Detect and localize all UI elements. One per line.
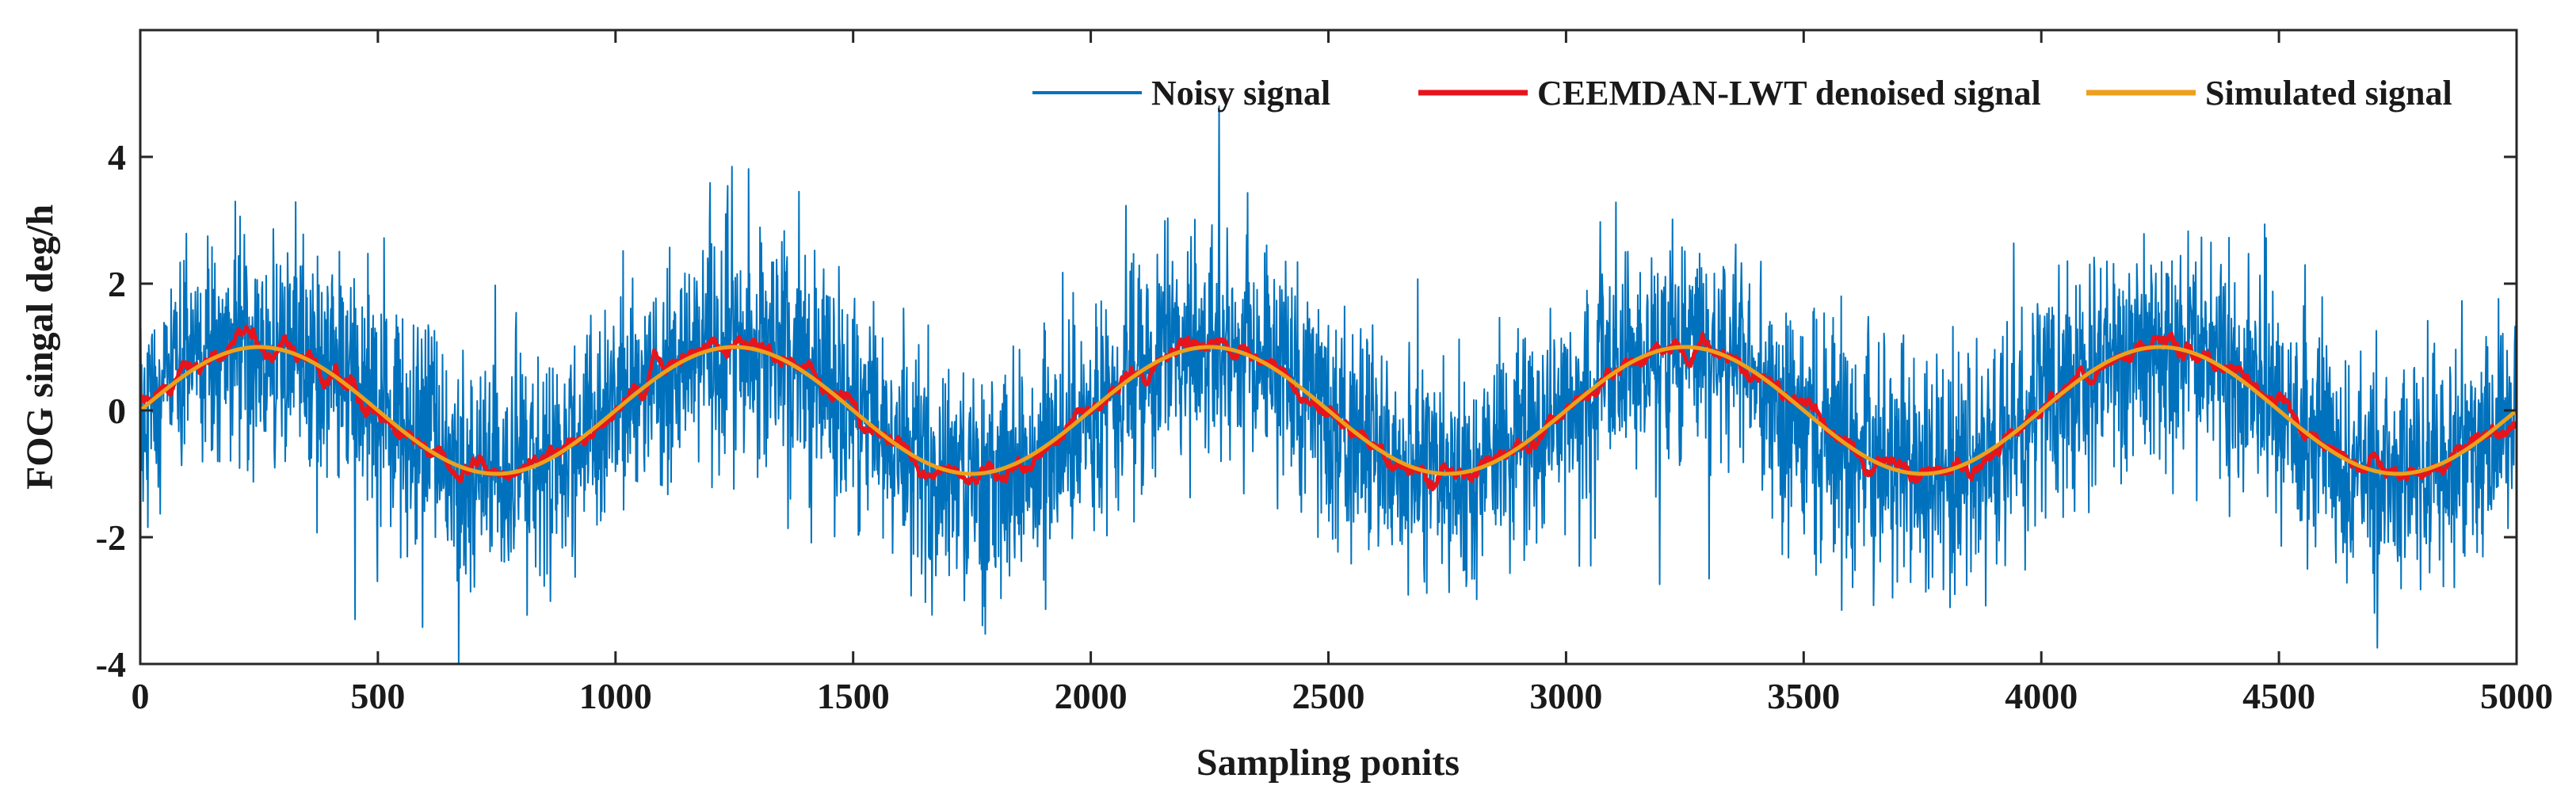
x-tick-label: 3000 [1529, 676, 1602, 716]
x-tick-label: 1500 [817, 676, 890, 716]
x-tick-label: 500 [350, 676, 405, 716]
ticks-layer: 0 500 1000 1500 2000 2500 3000 3500 4000 4500 5000… [96, 30, 2553, 716]
x-tick-label: 4500 [2242, 676, 2315, 716]
x-tick-label: 2500 [1292, 676, 1365, 716]
y-tick-label: 0 [108, 391, 126, 431]
y-tick-label: -2 [96, 517, 126, 558]
legend: Noisy signal CEEMDAN-LWT denoised signal S… [1032, 74, 2452, 113]
plot-area: 0 500 1000 1500 2000 2500 3000 3500 4000 4500 5000… [96, 29, 2553, 716]
y-tick-label: -4 [96, 644, 126, 685]
series-noisy-signal [140, 105, 2517, 664]
x-tick-label: 3500 [1767, 676, 1840, 716]
legend-label: Simulated signal [2205, 74, 2452, 113]
x-tick-label: 1000 [579, 676, 652, 716]
legend-label: Noisy signal [1151, 74, 1330, 113]
series-layer [140, 105, 2517, 664]
x-tick-label: 5000 [2480, 676, 2553, 716]
x-tick-label: 4000 [2005, 676, 2078, 716]
x-tick-label: 2000 [1055, 676, 1128, 716]
x-tick-label: 0 [132, 676, 150, 716]
y-axis-label: FOG singal deg/h [19, 204, 61, 490]
legend-label: CEEMDAN-LWT denoised signal [1537, 74, 2041, 113]
y-tick-label: 4 [108, 137, 126, 177]
y-tick-label: 2 [108, 264, 126, 304]
series-simulated-signal [140, 345, 2517, 476]
x-axis-label: Sampling ponits [1196, 742, 1460, 784]
